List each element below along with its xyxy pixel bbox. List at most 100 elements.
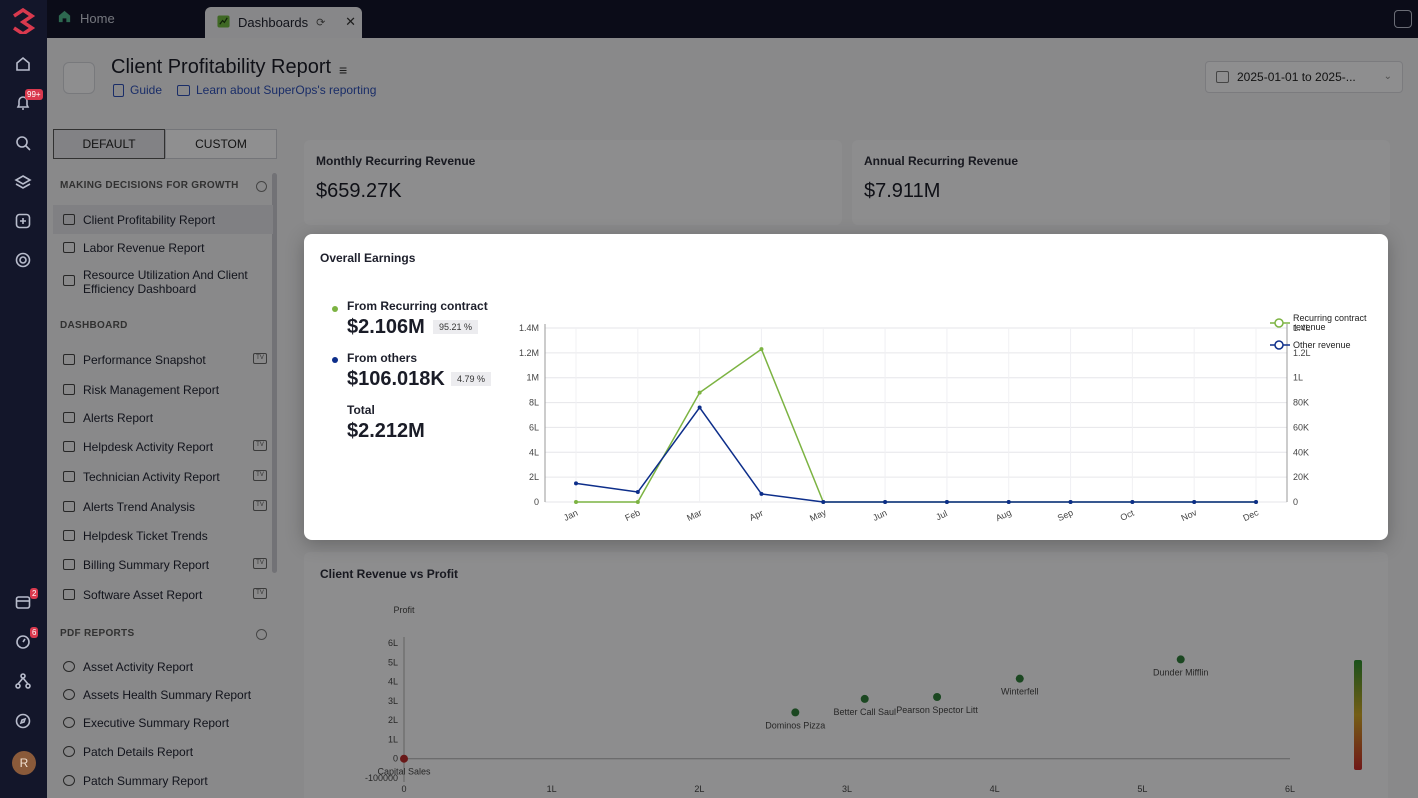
- tv-mode-icon[interactable]: TV: [253, 588, 267, 599]
- date-range-picker[interactable]: 2025-01-01 to 2025-... ⌄: [1205, 61, 1403, 93]
- data-point[interactable]: [635, 490, 640, 495]
- data-point[interactable]: [821, 500, 826, 504]
- network-icon[interactable]: [14, 672, 34, 692]
- add-square-icon[interactable]: [14, 212, 34, 232]
- sidebar-item-alerts-trend[interactable]: Alerts Trend Analysis TV: [53, 500, 273, 514]
- report-view-toggle: DEFAULT CUSTOM: [53, 129, 277, 159]
- toggle-default[interactable]: DEFAULT: [53, 129, 165, 159]
- superops-logo[interactable]: [10, 7, 36, 37]
- data-point[interactable]: [574, 500, 578, 504]
- data-point[interactable]: [759, 491, 764, 496]
- y-right-tick-label: 1.4L: [1293, 323, 1311, 333]
- bell-icon[interactable]: [14, 94, 34, 114]
- dropdown-panel-icon[interactable]: [1394, 10, 1412, 28]
- y-right-tick-label: 40K: [1293, 447, 1309, 457]
- tv-mode-icon[interactable]: TV: [253, 500, 267, 511]
- data-point[interactable]: [944, 500, 949, 504]
- x-tick-label: Mar: [685, 507, 703, 523]
- tv-mode-icon[interactable]: TV: [253, 440, 267, 451]
- sidebar-item-alerts-report[interactable]: Alerts Report: [53, 411, 273, 425]
- title-menu-icon[interactable]: ≡: [339, 62, 348, 78]
- y-left-tick-label: 1.4M: [519, 323, 539, 333]
- scatter-point[interactable]: [1015, 674, 1024, 683]
- calendar-icon[interactable]: [14, 593, 34, 613]
- y-left-tick-label: 2L: [529, 472, 539, 482]
- data-point[interactable]: [697, 390, 702, 395]
- tv-mode-icon[interactable]: TV: [253, 470, 267, 481]
- sidebar-item-label: Assets Health Summary Report: [83, 688, 252, 702]
- data-point[interactable]: [697, 405, 702, 410]
- scatter-x-tick-label: 0: [401, 784, 406, 794]
- legend-recurring-label-1[interactable]: Recurring contract: [1293, 313, 1367, 323]
- mrr-value: $659.27K: [316, 180, 402, 202]
- toggle-custom[interactable]: CUSTOM: [165, 129, 277, 159]
- scatter-point[interactable]: [933, 693, 942, 701]
- tv-mode-icon[interactable]: TV: [253, 353, 267, 364]
- tab-dashboards-label: Dashboards: [238, 15, 309, 30]
- data-point[interactable]: [574, 481, 578, 486]
- learn-reporting-link[interactable]: Learn about SuperOps's reporting: [177, 83, 376, 97]
- report-type-icon: [63, 62, 95, 94]
- legend-recurring-marker: [1274, 318, 1284, 328]
- scatter-point[interactable]: [860, 694, 869, 703]
- calendar-badge: 2: [30, 588, 39, 599]
- sidebar-item-patch-summary[interactable]: Patch Summary Report: [53, 774, 273, 788]
- scatter-point[interactable]: [1176, 655, 1185, 664]
- sidebar-item-risk-management[interactable]: Risk Management Report: [53, 383, 273, 397]
- sidebar-item-billing-summary[interactable]: Billing Summary Report TV: [53, 558, 273, 572]
- layers-icon[interactable]: [14, 173, 34, 193]
- guide-link[interactable]: Guide: [113, 83, 162, 97]
- sidebar-item-executive-summary[interactable]: Executive Summary Report: [53, 716, 273, 730]
- sidebar-item-client-profitability[interactable]: Client Profitability Report: [53, 205, 273, 234]
- data-point[interactable]: [1254, 500, 1258, 504]
- series-line: [576, 347, 1256, 503]
- sidebar-item-patch-details[interactable]: Patch Details Report: [53, 745, 273, 759]
- sidebar-item-software-asset[interactable]: Software Asset Report TV: [53, 588, 273, 602]
- tab-home[interactable]: Home: [57, 9, 115, 27]
- data-point[interactable]: [635, 500, 640, 504]
- search-icon[interactable]: [14, 134, 34, 154]
- x-tick-label: Dec: [1241, 507, 1260, 523]
- sidebar-item-label: Labor Revenue Report: [83, 241, 205, 255]
- sidebar-item-asset-activity[interactable]: Asset Activity Report: [53, 660, 273, 674]
- y-right-tick-label: 1.2L: [1293, 348, 1311, 358]
- sidebar-item-label: Patch Details Report: [83, 745, 194, 759]
- sidebar-item-assets-health[interactable]: Assets Health Summary Report: [53, 688, 273, 702]
- section-settings-icon[interactable]: [256, 181, 267, 192]
- chevron-down-icon: ⌄: [1383, 71, 1392, 82]
- legend-other-label[interactable]: Other revenue: [1293, 340, 1351, 350]
- home-icon[interactable]: [14, 55, 34, 75]
- sidebar-item-technician-activity[interactable]: Technician Activity Report TV: [53, 470, 273, 484]
- sidebar-item-label: Resource Utilization And Client Efficien…: [83, 268, 248, 296]
- compass-icon[interactable]: [14, 712, 34, 732]
- tv-mode-icon[interactable]: TV: [253, 558, 267, 569]
- tab-dashboards[interactable]: Dashboards ⟳ ✕: [205, 7, 362, 38]
- sidebar-item-helpdesk-activity[interactable]: Helpdesk Activity Report TV: [53, 440, 273, 454]
- user-avatar[interactable]: R: [12, 751, 36, 775]
- section-settings-icon[interactable]: [256, 629, 267, 640]
- sidebar-item-helpdesk-ticket-trends[interactable]: Helpdesk Ticket Trends: [53, 529, 273, 543]
- data-point[interactable]: [1006, 500, 1011, 504]
- sidebar-item-labor-revenue[interactable]: Labor Revenue Report: [53, 241, 273, 255]
- recurring-value: $2.106M: [347, 316, 425, 338]
- data-point[interactable]: [1192, 500, 1197, 504]
- report-icon: [63, 530, 75, 541]
- settings-gear-icon[interactable]: [14, 251, 34, 271]
- sidebar-scrollbar[interactable]: [272, 173, 277, 573]
- sidebar-item-resource-utilization[interactable]: Resource Utilization And Client Efficien…: [53, 268, 273, 296]
- sidebar-item-performance-snapshot[interactable]: Performance Snapshot TV: [53, 353, 273, 367]
- sidebar-item-label: Patch Summary Report: [83, 774, 208, 788]
- close-tab-icon[interactable]: ✕: [345, 14, 356, 29]
- arr-label: Annual Recurring Revenue: [864, 154, 1019, 168]
- data-point[interactable]: [883, 500, 888, 504]
- scatter-point[interactable]: [791, 708, 800, 717]
- top-tab-bar: Home Dashboards ⟳ ✕: [47, 0, 1418, 38]
- data-point[interactable]: [1130, 500, 1135, 504]
- legend-recurring-label-2[interactable]: revenue: [1293, 322, 1326, 332]
- y-right-tick-label: 0: [1293, 497, 1298, 507]
- data-point[interactable]: [759, 347, 764, 352]
- timer-icon[interactable]: [14, 632, 34, 652]
- scatter-y-tick-label: 1L: [388, 734, 398, 744]
- scatter-point[interactable]: [400, 754, 408, 763]
- data-point[interactable]: [1068, 500, 1073, 504]
